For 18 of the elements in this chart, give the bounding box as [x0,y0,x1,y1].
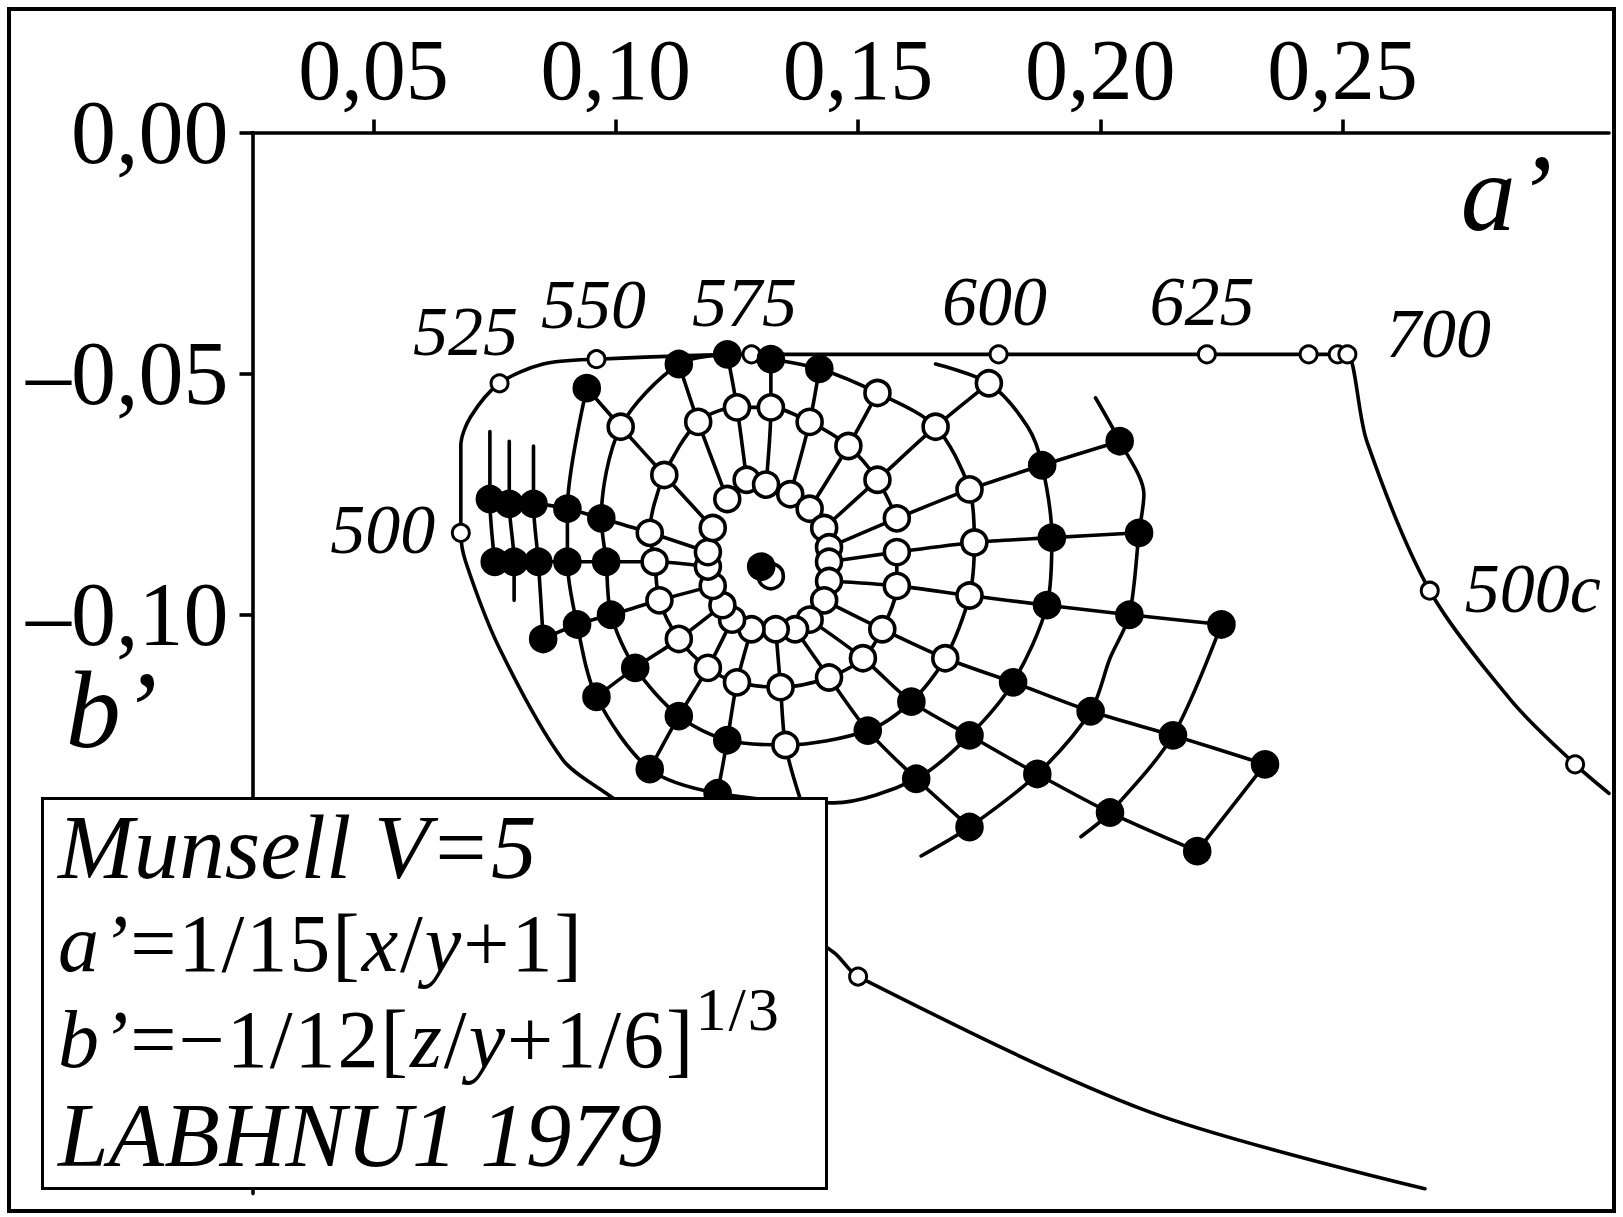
annotation: 525 [413,292,519,370]
y-tick-label: 0,00 [71,83,229,182]
annotation: LABHNU1 1979 [58,1085,663,1186]
annotation: 625 [1149,262,1255,340]
x-tick-label: 0,25 [1267,21,1418,118]
annotation: 550 [540,265,646,343]
annotation: 700 [1385,294,1491,372]
x-tick-label: 0,15 [782,21,934,118]
x-tick-label: 0,10 [540,21,692,118]
x-axis-title: a’ [1460,131,1553,254]
y-tick-label: –0,05 [25,324,229,424]
annotation: 500 [330,491,436,569]
x-tick-label: 0,05 [298,21,449,118]
annotation: 600 [942,262,1048,340]
annotation: 575 [692,263,797,341]
annotation: Munsell V=5 [58,797,537,898]
x-tick-label: 0,20 [1025,21,1176,118]
annotation: 500c [1464,550,1601,628]
